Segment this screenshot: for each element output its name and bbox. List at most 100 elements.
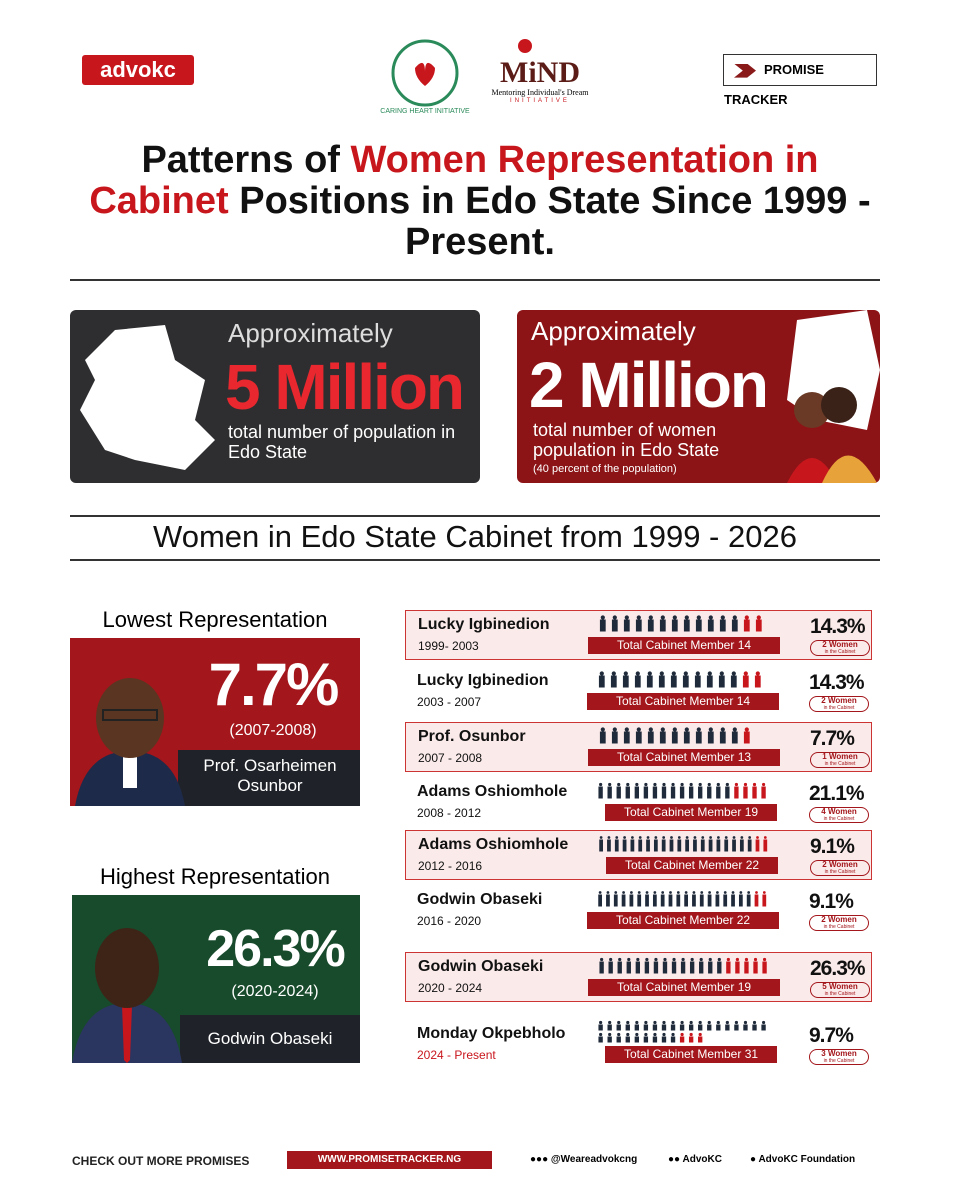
man-icon [659,727,666,744]
women-count: 4 [821,807,826,816]
icon-body [668,894,673,907]
women-label: Women [827,1049,857,1058]
cabinet-total-bar: Total Cabinet Member 19 [605,804,777,821]
icon-head [693,836,697,839]
icon-head [662,1020,666,1025]
icon-body [677,839,682,852]
icon-head [732,836,736,839]
icon-head [740,836,744,839]
term-period: 2016 - 2020 [417,914,482,928]
cabinet-label: Total Cabinet Member [616,638,735,652]
icon-body [629,894,634,907]
icon-body [738,894,743,907]
icon-body [735,961,740,974]
icon-body [611,619,618,632]
icon-body [626,961,631,974]
mind-sub: INITIATIVE [510,98,570,104]
footer-page: ●● AdvoKC [668,1154,722,1165]
icon-body [752,786,757,799]
man-icon [671,615,678,632]
man-icon [607,836,611,852]
icon-head [689,782,693,787]
icon-body [680,961,686,974]
icon-head [753,957,758,962]
women-pill: 4 Women in the Cabinet [809,807,869,823]
icon-body [695,731,702,744]
mind-icon [518,39,532,53]
man-icon [626,957,631,974]
woman-icon [754,671,761,688]
women-count: 2 [822,640,827,649]
icon-body [732,839,736,852]
cabinet-total-bar: Total Cabinet Member 13 [588,749,780,766]
man-icon [731,727,738,744]
man-icon [652,782,658,799]
icon-body [635,961,641,974]
man-icon [646,671,653,688]
icon-body [693,839,697,852]
icon-body [707,619,714,632]
women-label: Women [828,752,858,761]
man-icon [647,615,654,632]
icon-body [598,675,605,688]
icon-body [634,675,641,688]
icon-head [716,891,719,894]
icon-body [622,839,627,852]
icon-body [743,731,750,744]
icon-head [676,891,680,894]
icon-body [599,961,604,974]
icon-head [623,836,626,839]
man-icon [699,891,704,907]
icon-head [618,957,622,962]
icon-body [647,619,654,632]
icon-head [659,671,664,676]
icon-body [670,1036,676,1043]
icon-body [671,731,678,744]
icon-head [653,1020,657,1025]
icon-head [708,957,712,962]
man-icon [717,957,722,974]
icon-head [719,671,724,676]
man-icon [670,1032,676,1043]
icon-body [623,619,630,632]
icon-body [671,961,677,974]
icon-body [653,839,658,852]
leader-name: Prof. Osunbor [418,728,526,745]
women-sub: in the Cabinet [824,991,856,997]
icon-body [652,894,657,907]
icon-body [646,839,650,852]
stat-card: Approximately 5 Million total number of … [70,310,480,483]
icon-body [731,894,735,907]
man-icon [723,891,728,907]
people-icons [598,1020,766,1043]
icon-body [684,894,689,907]
man-icon [700,836,705,852]
icon-head [685,836,689,839]
man-icon [652,1032,658,1043]
women-percent: 9.1% [810,835,855,858]
icon-head [723,891,727,894]
icon-head [707,671,712,676]
icon-body [658,675,665,688]
icon-head [681,957,685,962]
cabinet-row: Lucky Igbinedion 1999- 2003 Total Cabinet … [405,610,872,660]
man-icon [738,891,743,907]
icon-body [634,786,640,799]
women-label: Women [827,807,857,816]
icon-head [612,727,617,732]
man-icon [643,782,649,799]
icon-head [731,671,736,676]
icon-body [659,731,666,744]
icon-head [645,891,649,894]
icon-head [631,836,634,839]
icon-body [707,894,712,907]
woman-icon [734,782,739,799]
icon-head [732,727,737,732]
icon-body [652,1036,658,1043]
icon-body [607,786,612,799]
cabinet-count: 22 [745,858,760,872]
icon-body [616,1036,621,1043]
icon-body [653,961,659,974]
icon-head [696,727,701,732]
icon-body [700,839,705,852]
